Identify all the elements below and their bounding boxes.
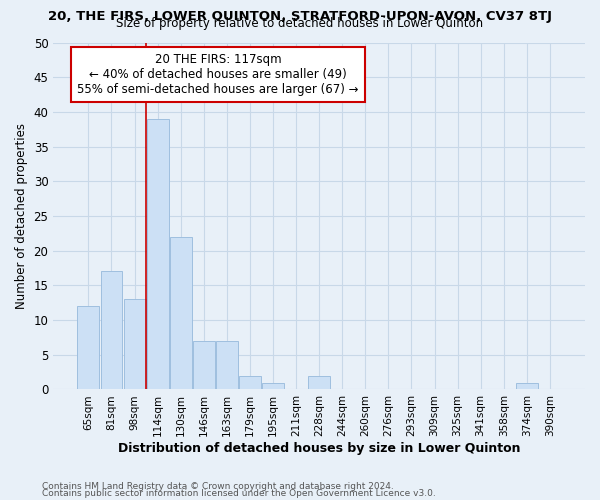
Bar [239, 376, 261, 390]
Text: Size of property relative to detached houses in Lower Quinton: Size of property relative to detached ho… [116, 18, 484, 30]
Bar [308, 376, 330, 390]
Bar [170, 237, 191, 390]
Text: Contains public sector information licensed under the Open Government Licence v3: Contains public sector information licen… [42, 489, 436, 498]
Bar [146, 119, 169, 390]
Bar [516, 382, 538, 390]
Bar [101, 272, 122, 390]
Bar [77, 306, 100, 390]
Text: 20, THE FIRS, LOWER QUINTON, STRATFORD-UPON-AVON, CV37 8TJ: 20, THE FIRS, LOWER QUINTON, STRATFORD-U… [48, 10, 552, 23]
Bar [124, 299, 146, 390]
Bar [262, 382, 284, 390]
Text: Contains HM Land Registry data © Crown copyright and database right 2024.: Contains HM Land Registry data © Crown c… [42, 482, 394, 491]
Text: 20 THE FIRS: 117sqm
← 40% of detached houses are smaller (49)
55% of semi-detach: 20 THE FIRS: 117sqm ← 40% of detached ho… [77, 53, 359, 96]
Bar [216, 341, 238, 390]
Bar [193, 341, 215, 390]
Y-axis label: Number of detached properties: Number of detached properties [15, 123, 28, 309]
X-axis label: Distribution of detached houses by size in Lower Quinton: Distribution of detached houses by size … [118, 442, 520, 455]
